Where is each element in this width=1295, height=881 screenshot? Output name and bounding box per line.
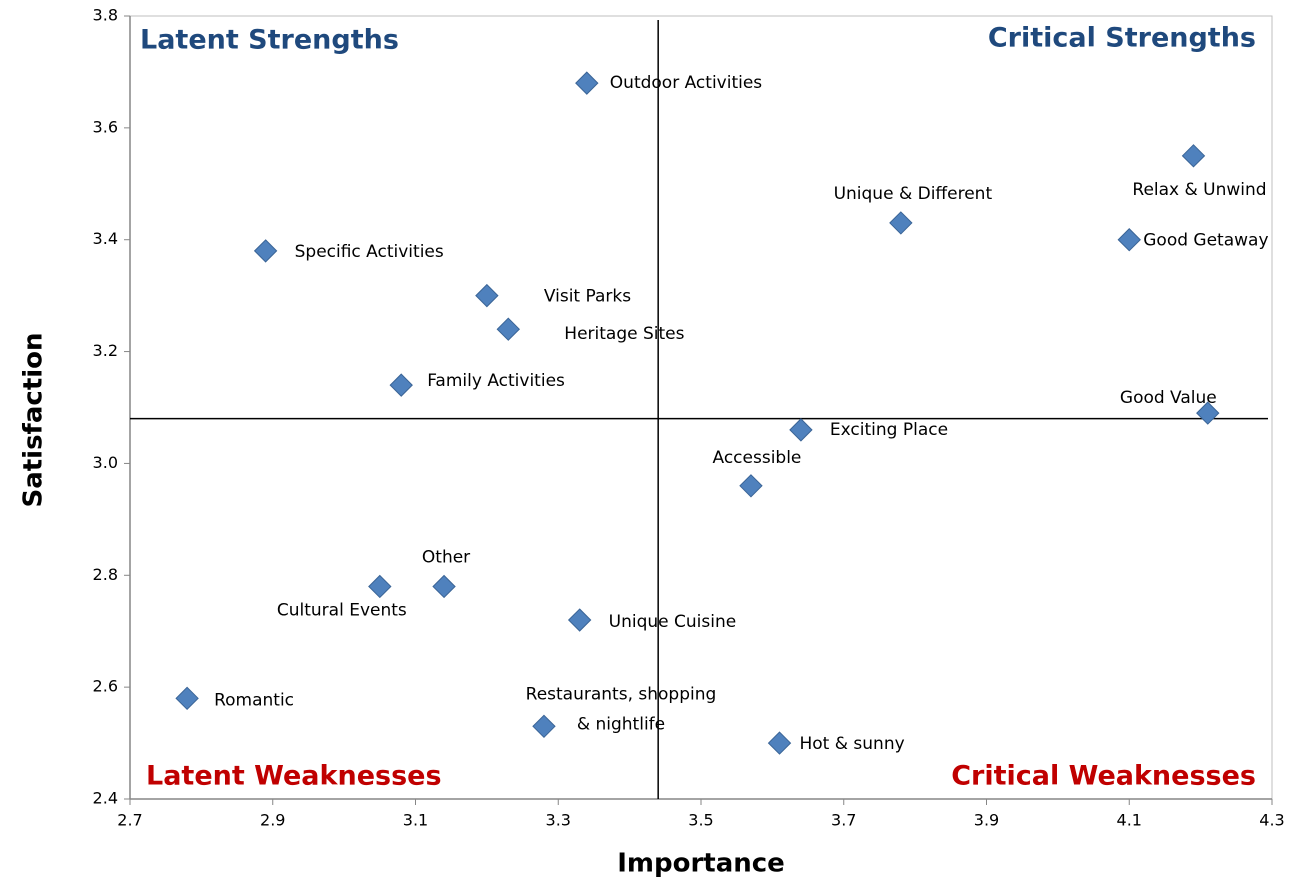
point-label: Restaurants, shopping & nightlife [526, 684, 717, 734]
x-tick-label: 3.3 [546, 811, 571, 830]
point-label: Unique Cuisine [609, 612, 737, 632]
y-tick-label: 3.4 [93, 229, 118, 248]
y-tick-label: 3.8 [93, 6, 118, 25]
point [253, 239, 278, 263]
point [889, 211, 913, 235]
point-label: Good Value [1120, 388, 1217, 408]
point-label: Relax & Unwind [1132, 180, 1266, 200]
y-tick-label: 2.4 [93, 789, 118, 808]
x-tick-label: 3.1 [403, 811, 428, 830]
point-label: Hot & sunny [800, 734, 905, 754]
point [1196, 401, 1220, 425]
point-label: Good Getaway [1143, 231, 1268, 251]
point-label: Exciting Place [830, 420, 948, 440]
point [368, 574, 392, 599]
point [432, 574, 456, 599]
x-tick-label: 2.7 [117, 811, 142, 830]
point [532, 714, 556, 739]
quadrant-label: Critical Weaknesses [951, 761, 1256, 792]
point [175, 686, 199, 711]
y-tick-label: 2.8 [93, 565, 118, 584]
point [767, 731, 792, 755]
y-tick-label: 3.6 [93, 117, 118, 136]
x-tick-label: 4.1 [1117, 811, 1142, 830]
point-label: Romantic [214, 690, 294, 710]
point-label: Accessible [713, 448, 802, 468]
y-tick-label: 3.2 [93, 341, 118, 360]
point-label: Visit Parks [544, 287, 631, 307]
point [739, 474, 763, 498]
point [575, 71, 599, 95]
point-label: Outdoor Activities [610, 73, 763, 93]
y-tick-label: 2.6 [93, 677, 118, 696]
x-tick-label: 2.9 [260, 811, 285, 830]
x-axis-title: Importance [617, 849, 785, 879]
point-label: Cultural Events [277, 600, 407, 620]
point [1181, 144, 1206, 168]
point-label: Specific Activities [295, 242, 444, 262]
y-tick-label: 3.0 [93, 453, 118, 472]
x-tick-label: 3.7 [831, 811, 856, 830]
point [1117, 228, 1141, 252]
x-tick-label: 3.9 [974, 811, 999, 830]
point [789, 418, 813, 442]
point [567, 608, 592, 632]
point [475, 283, 499, 308]
plot-border [129, 15, 1273, 800]
x-tick-label: 3.5 [688, 811, 713, 830]
point-label: Heritage Sites [564, 324, 684, 344]
point [389, 373, 413, 397]
point-label: Unique & Different [834, 184, 993, 204]
x-tick-label: 4.3 [1259, 811, 1284, 830]
quadrant-label: Critical Strengths [988, 23, 1256, 54]
quadrant-label: Latent Strengths [140, 25, 399, 56]
y-axis-title: Satisfaction [19, 332, 49, 507]
point [496, 317, 520, 341]
point-label: Family Activities [427, 371, 565, 391]
quadrant-label: Latent Weaknesses [146, 761, 442, 792]
point-label: Other [422, 547, 470, 567]
